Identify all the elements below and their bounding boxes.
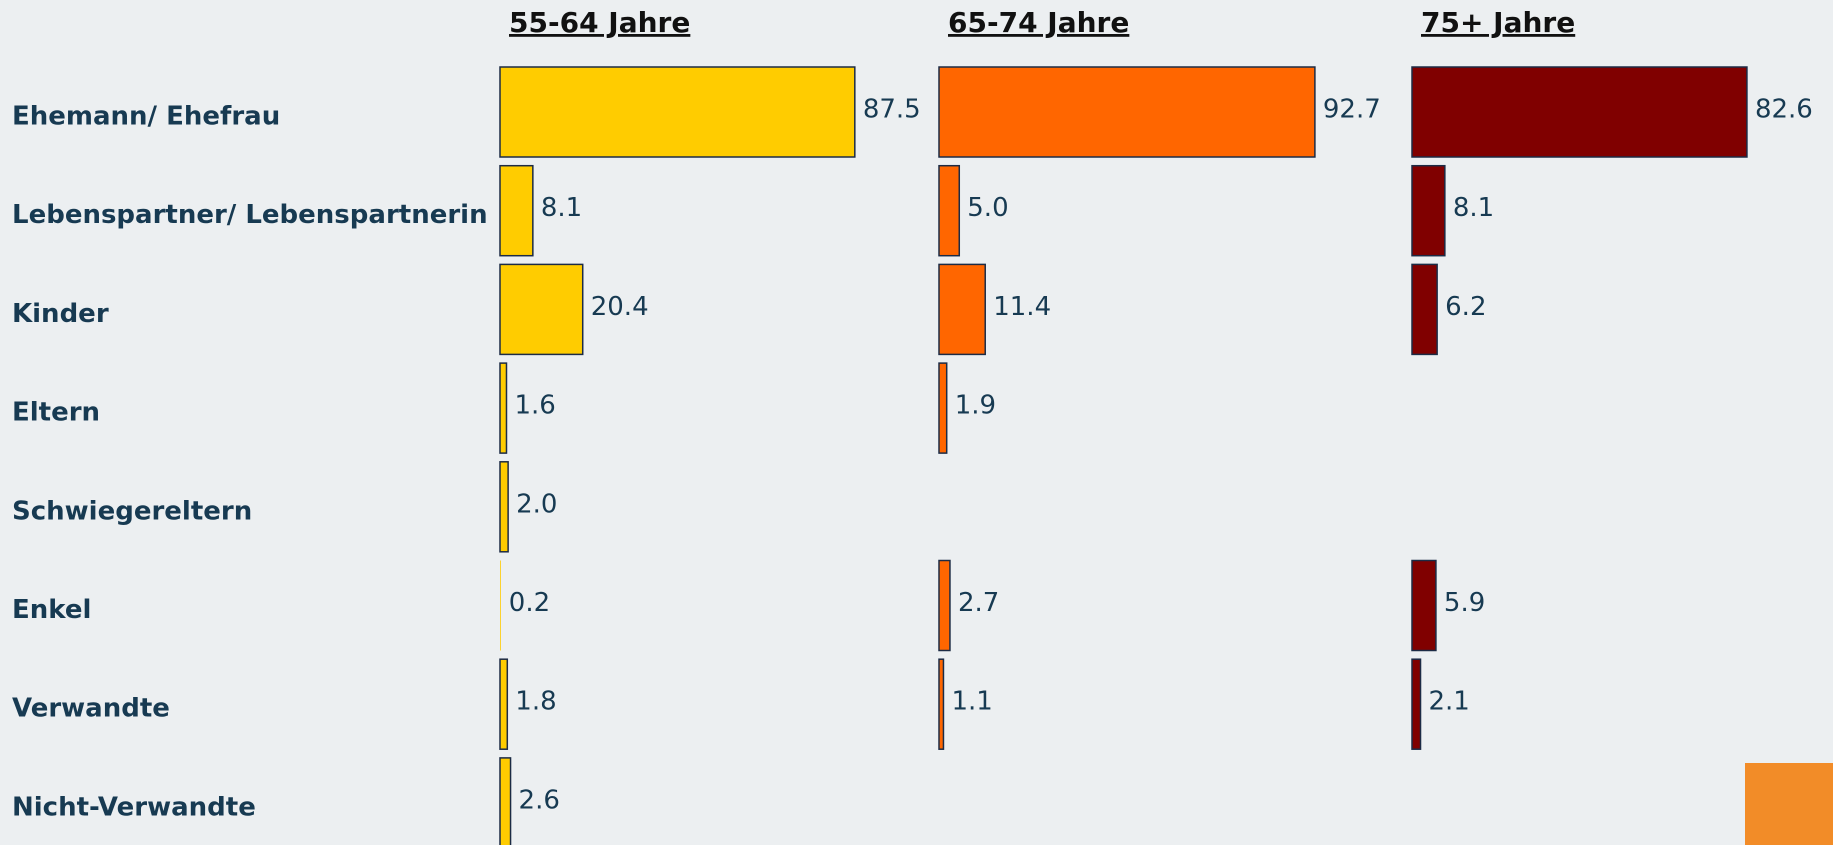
category-label: Lebenspartner/ Lebenspartnerin (12, 200, 488, 230)
value-label: 8.1 (1453, 193, 1494, 223)
bar (499, 66, 856, 158)
bar (938, 66, 1316, 158)
value-label: 6.2 (1445, 292, 1486, 322)
category-label: Ehemann/ Ehefrau (12, 102, 280, 132)
panel-title: 65-74 Jahre (948, 6, 1129, 39)
category-label: Schwiegereltern (12, 496, 252, 526)
panel-title: 75+ Jahre (1421, 6, 1575, 39)
category-label: Nicht-Verwandte (12, 792, 256, 822)
value-label: 1.6 (514, 391, 555, 421)
bar (499, 362, 508, 454)
bar (1411, 66, 1748, 158)
value-label: 2.1 (1429, 687, 1470, 717)
bar (1411, 559, 1437, 652)
category-label: Kinder (12, 299, 109, 329)
value-label: 1.9 (955, 391, 996, 421)
category-label: Verwandte (12, 694, 170, 724)
value-label: 5.0 (967, 193, 1008, 223)
bar (938, 263, 986, 356)
value-label: 1.1 (951, 687, 992, 717)
bar (938, 164, 961, 257)
bar (1411, 658, 1422, 750)
value-label: 2.0 (516, 489, 557, 519)
value-label: 2.7 (958, 588, 999, 618)
value-label: 87.5 (863, 95, 921, 125)
value-label: 20.4 (591, 292, 649, 322)
bar (499, 461, 509, 553)
bar (1411, 164, 1446, 257)
bar (938, 362, 948, 454)
value-label: 92.7 (1323, 95, 1381, 125)
bar (499, 658, 509, 750)
value-label: 11.4 (993, 292, 1051, 322)
category-label: Eltern (12, 398, 100, 428)
panel-title: 55-64 Jahre (509, 6, 690, 39)
bar (499, 164, 534, 257)
logo (1745, 763, 1833, 845)
bar (938, 559, 951, 652)
bar (1411, 263, 1438, 356)
bar (500, 560, 501, 651)
value-label: 0.2 (509, 588, 550, 618)
value-label: 5.9 (1444, 588, 1485, 618)
value-label: 2.6 (519, 785, 560, 815)
bar (499, 263, 584, 356)
value-label: 8.1 (541, 193, 582, 223)
category-label: Enkel (12, 595, 91, 625)
bar (938, 658, 945, 750)
bar (499, 757, 512, 845)
value-label: 1.8 (515, 687, 556, 717)
value-label: 82.6 (1755, 95, 1813, 125)
